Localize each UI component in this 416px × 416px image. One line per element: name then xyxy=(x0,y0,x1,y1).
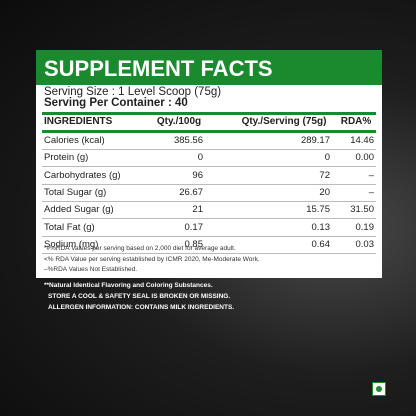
cell: 21 xyxy=(192,204,203,216)
column-header: Qty./100g xyxy=(156,116,202,127)
row-line xyxy=(42,235,376,237)
cell: 289.17 xyxy=(300,135,330,146)
cell: 0 xyxy=(197,152,203,164)
divider xyxy=(42,112,376,115)
cell: 0.03 xyxy=(355,238,375,250)
servings-per-container: Serving Per Container : 40 xyxy=(44,97,188,109)
ingredient: Total Sugar (g) xyxy=(44,186,107,198)
serving-size: Serving Size : 1 Level Scoop (75g) xyxy=(44,86,222,98)
cell: 26.67 xyxy=(179,186,203,198)
cell: 0.17 xyxy=(184,221,204,233)
cell: 31.50 xyxy=(350,204,374,216)
ingredient: Sodium (mg) xyxy=(44,238,99,250)
row-line xyxy=(42,149,376,150)
cell: – xyxy=(368,186,374,198)
cell: 14.46 xyxy=(350,135,374,146)
ingredient: Calories (kcal) xyxy=(44,135,105,146)
column-header: INGREDIENTS xyxy=(44,116,113,127)
cell: 385.56 xyxy=(173,135,203,146)
cell: 15.75 xyxy=(306,204,330,216)
column-header: RDA% xyxy=(340,116,372,127)
ingredient: Added Sugar (g) xyxy=(44,204,114,216)
footnote: *#%RDA Values per serving based on 2,000… xyxy=(44,245,236,252)
column-header: Qty./Serving (75g) xyxy=(241,116,327,127)
row-line xyxy=(42,252,376,254)
cell: 0.85 xyxy=(184,238,204,250)
cell: 96 xyxy=(192,169,203,181)
row-line xyxy=(42,200,376,202)
footnote: <% RDA Value per serving established by … xyxy=(44,255,260,263)
cell: – xyxy=(368,169,374,181)
row-line xyxy=(42,218,376,220)
veg-mark xyxy=(372,382,386,396)
cell: 20 xyxy=(319,186,330,198)
panel-title: SUPPLEMENT FACTS xyxy=(36,50,382,85)
ingredient: Protein (g) xyxy=(44,152,89,164)
cell: 0.64 xyxy=(311,238,331,250)
divider xyxy=(42,130,376,133)
cell: 0.19 xyxy=(355,221,375,233)
note: ALLERGEN INFORMATION: CONTAINS MILK INGR… xyxy=(48,304,235,311)
note: STORE A COOL & SAFETY SEAL IS BROKEN OR … xyxy=(48,293,231,300)
cell: 0.13 xyxy=(311,221,331,233)
facts-panel: SUPPLEMENT FACTS Serving Size : 1 Level … xyxy=(36,50,382,278)
note: **Natural Identical Flavoring and Colori… xyxy=(44,282,213,289)
cell: 0.00 xyxy=(355,152,375,164)
cell: 72 xyxy=(319,169,330,181)
cell: 0 xyxy=(324,152,330,164)
row-line xyxy=(42,166,376,168)
row-line xyxy=(42,183,376,185)
ingredient: Carbohydrates (g) xyxy=(44,169,121,181)
ingredient: Total Fat (g) xyxy=(44,221,95,233)
footnote: –%RDA Values Not Established. xyxy=(44,266,138,273)
